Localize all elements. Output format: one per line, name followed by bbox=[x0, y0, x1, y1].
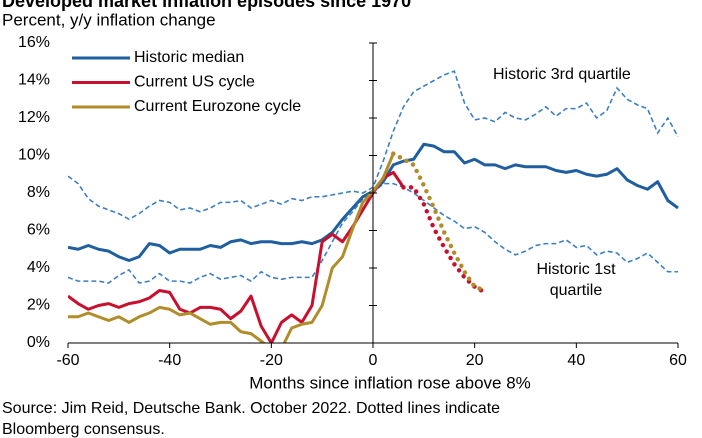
y-tick-label: 6% bbox=[27, 222, 50, 239]
series-line bbox=[68, 153, 395, 343]
x-tick-label: -60 bbox=[56, 352, 79, 369]
forecast-line bbox=[401, 185, 488, 295]
x-tick-label: 0 bbox=[369, 352, 378, 369]
y-tick-label: 16% bbox=[18, 34, 50, 51]
legend-label: Current Eurozone cycle bbox=[134, 98, 301, 115]
x-tick-label: 20 bbox=[466, 352, 484, 369]
forecast-line bbox=[391, 151, 488, 293]
series-line bbox=[68, 170, 405, 343]
chart-title: Developed market inflation episodes sinc… bbox=[2, 0, 411, 11]
y-tick-label: 10% bbox=[18, 147, 50, 164]
x-tick-label: 40 bbox=[567, 352, 585, 369]
x-axis-title: Months since inflation rose above 8% bbox=[249, 373, 531, 392]
y-tick-label: 14% bbox=[18, 72, 50, 89]
y-tick-label: 8% bbox=[27, 184, 50, 201]
y-tick-label: 12% bbox=[18, 109, 50, 126]
legend-label: Current US cycle bbox=[134, 74, 255, 91]
legend-label: Historic median bbox=[134, 49, 244, 66]
series-label: Historic 1st quartile bbox=[536, 261, 616, 299]
source-note: Source: Jim Reid, Deutsche Bank. October… bbox=[2, 400, 500, 438]
x-tick-label: 60 bbox=[669, 352, 687, 369]
y-tick-label: 4% bbox=[27, 259, 50, 276]
chart-subtitle: Percent, y/y inflation change bbox=[2, 10, 216, 29]
x-tick-label: -20 bbox=[260, 352, 283, 369]
x-tick-label: -40 bbox=[158, 352, 181, 369]
y-tick-label: 2% bbox=[27, 297, 50, 314]
y-tick-label: 0% bbox=[27, 334, 50, 351]
series-label: Historic 3rd quartile bbox=[493, 66, 631, 83]
